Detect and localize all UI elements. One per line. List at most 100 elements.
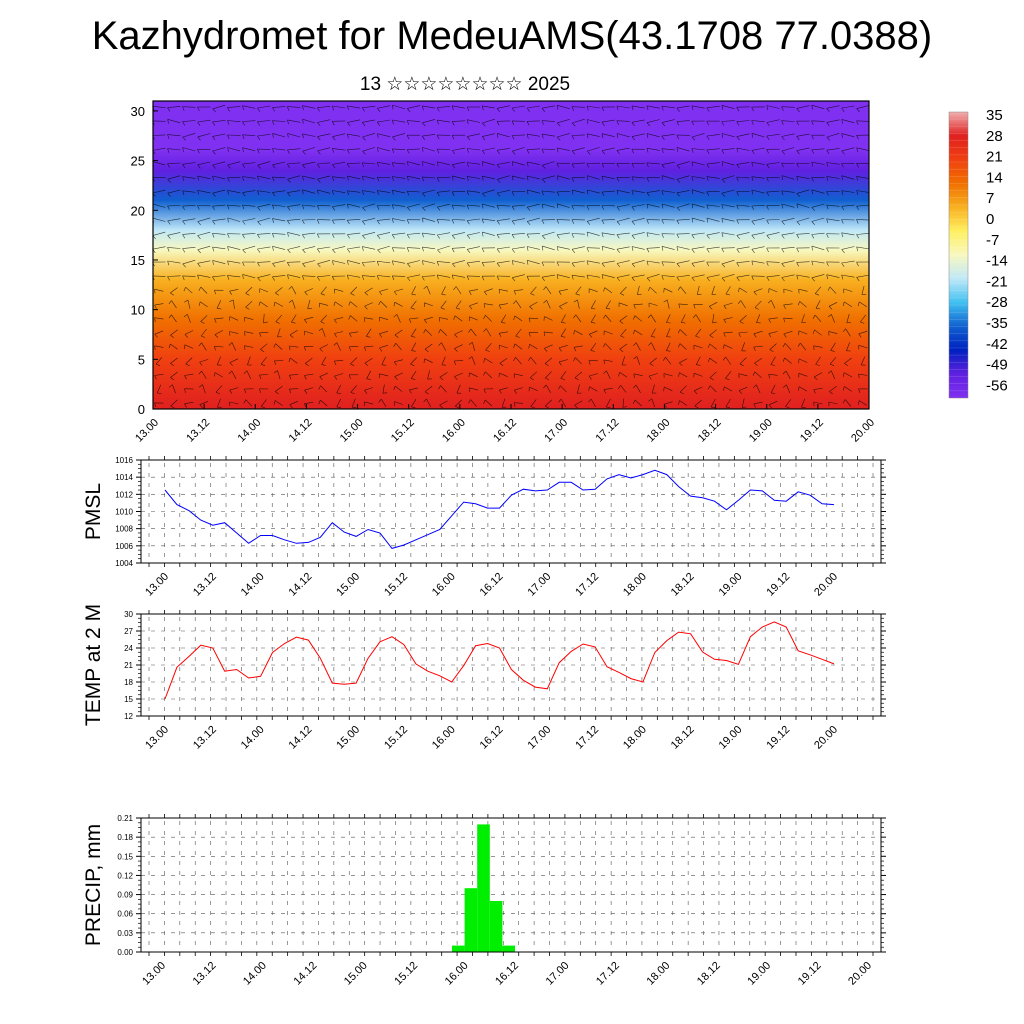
wind-barb-flag	[736, 191, 739, 196]
wind-barb-shaft	[257, 274, 271, 278]
wind-barb-flag	[616, 263, 621, 268]
wind-barb-shaft	[828, 302, 838, 307]
wind-barb-flag	[182, 106, 185, 111]
wind-barb-shaft	[214, 346, 224, 348]
wind-barb-flag	[406, 234, 410, 239]
wind-barb-shaft	[200, 328, 207, 337]
y-tick-label: 12	[124, 712, 133, 721]
wind-barb-shaft	[452, 260, 465, 264]
y-axis-title: PRECIP, mm	[82, 824, 105, 946]
wind-barb-shaft	[347, 162, 361, 164]
wind-barb-flag	[466, 249, 471, 253]
wind-barb-shaft	[467, 119, 480, 123]
wind-barb-shaft	[167, 260, 181, 264]
wind-barb-shaft	[347, 232, 361, 235]
y-tick-label: 0.06	[117, 910, 133, 919]
wind-barb-shaft	[467, 232, 480, 236]
wind-barb-shaft	[317, 175, 331, 180]
wind-barb-flag	[391, 148, 395, 154]
wind-barb-shaft	[781, 106, 795, 108]
wind-barb-flag	[451, 164, 456, 169]
wind-barb-shaft	[846, 314, 850, 323]
x-tick-label: 18.12	[669, 571, 697, 599]
wind-barb-shaft	[796, 105, 810, 109]
wind-barb-shaft	[736, 120, 750, 122]
wind-barb-shaft	[558, 289, 568, 292]
wind-barb-shaft	[557, 246, 570, 250]
wind-barb-shaft	[154, 373, 164, 376]
wind-barb-shaft	[187, 314, 191, 323]
wind-barb-flag	[829, 391, 833, 395]
x-tick-label: 13.00	[140, 960, 168, 988]
wind-barb-shaft	[513, 289, 524, 291]
wind-barb-shaft	[741, 342, 745, 352]
wind-barb-shaft	[452, 232, 465, 236]
wind-barb-shaft	[292, 300, 296, 309]
wind-barb-shaft	[651, 384, 655, 394]
wind-barb-shaft	[272, 176, 286, 179]
wind-barb-shaft	[246, 370, 252, 380]
wind-barb-shaft	[545, 286, 552, 295]
wind-barb-shaft	[844, 399, 852, 407]
heatmap-x-tick-label: 15.00	[338, 417, 366, 445]
wind-barb-flag	[263, 321, 268, 324]
wind-barb-shaft	[320, 286, 327, 294]
wind-barb-shaft	[364, 358, 373, 364]
wind-barb-shaft	[377, 190, 391, 193]
wind-barb-flag	[526, 134, 529, 139]
wind-barb-shaft	[332, 260, 346, 264]
wind-barb-flag	[513, 357, 516, 362]
wind-barb-flag	[631, 149, 634, 154]
wind-barb-flag	[766, 191, 770, 197]
wind-barb-shaft	[395, 343, 402, 351]
wind-barb-flag	[407, 277, 411, 282]
x-tick-label: 15.12	[382, 724, 410, 752]
wind-barb-shaft	[557, 119, 570, 124]
wind-barb-flag	[362, 235, 366, 239]
wind-barb-flag	[633, 342, 637, 347]
heatmap-y-tick-label: 30	[131, 104, 145, 119]
y-tick-label: 0.12	[117, 871, 133, 880]
wind-barb-shaft	[694, 399, 702, 407]
wind-barb-shaft	[437, 190, 451, 193]
wind-barb-shaft	[212, 104, 226, 110]
wind-barb-flag	[588, 375, 592, 380]
y-tick-label: 30	[124, 610, 133, 619]
wind-barb-shaft	[676, 260, 690, 264]
wind-barb-shaft	[392, 190, 406, 194]
heatmap-x-tick-label: 16.12	[491, 417, 519, 445]
wind-barb-shaft	[351, 398, 356, 408]
wind-barb-shaft	[619, 302, 628, 307]
wind-barb-shaft	[619, 315, 628, 322]
wind-barb-shaft	[319, 302, 329, 306]
heatmap-x-tick-label: 13.12	[184, 417, 212, 445]
wind-barb-shaft	[693, 372, 703, 377]
wind-barb-shaft	[257, 203, 271, 208]
wind-barb-flag	[736, 219, 739, 224]
wind-barb-flag	[663, 288, 665, 293]
wind-barb-flag	[436, 148, 440, 154]
wind-barb-flag	[511, 135, 515, 140]
wind-barb-shaft	[515, 357, 522, 365]
wind-barb-shaft	[197, 190, 211, 194]
wind-barb-flag	[541, 246, 544, 251]
wind-barb-flag	[616, 234, 620, 239]
wind-barb-shaft	[751, 260, 765, 264]
wind-barb-shaft	[347, 203, 361, 208]
wind-barb-shaft	[437, 274, 451, 278]
wind-barb-flag	[528, 344, 530, 349]
wind-barb-shaft	[426, 285, 431, 295]
wind-barb-flag	[227, 260, 229, 266]
y-tick-label: 1010	[115, 508, 133, 517]
wind-barb-shaft	[407, 161, 420, 166]
wind-barb-flag	[721, 161, 723, 166]
wind-barb-shaft	[709, 357, 718, 364]
wind-barb-flag	[197, 205, 200, 210]
wind-barb-shaft	[527, 105, 540, 109]
wind-barb-shaft	[721, 175, 735, 180]
wind-barb-flag	[168, 343, 171, 349]
wind-barb-shaft	[410, 328, 417, 337]
wind-barb-shaft	[559, 345, 568, 349]
wind-barb-shaft	[514, 315, 523, 322]
wind-barb-flag	[513, 402, 516, 407]
